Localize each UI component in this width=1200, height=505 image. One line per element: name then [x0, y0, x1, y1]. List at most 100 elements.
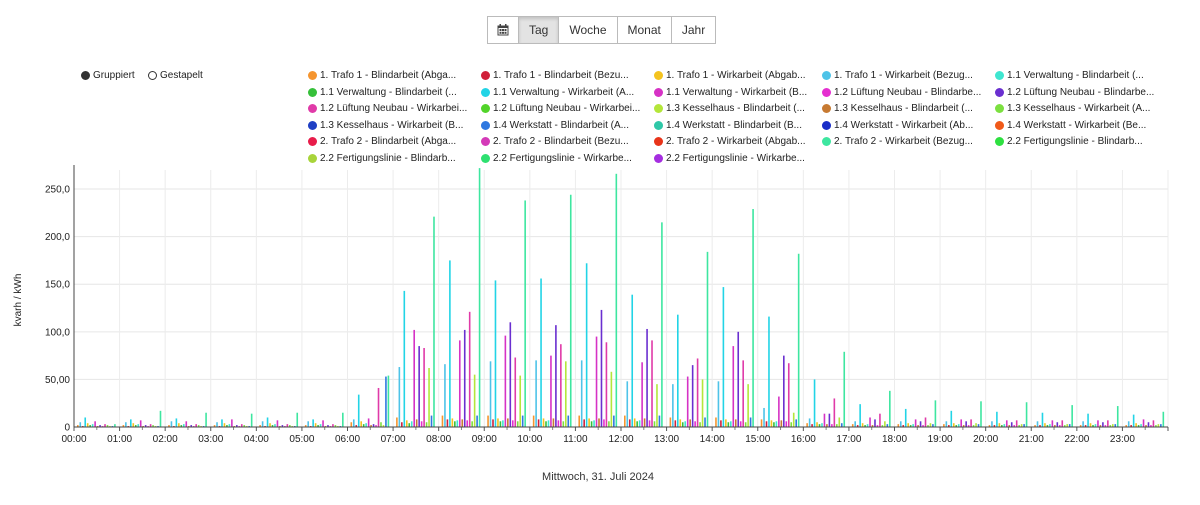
bar[interactable] — [864, 425, 866, 427]
bar[interactable] — [859, 404, 861, 427]
bar[interactable] — [717, 381, 720, 427]
bar[interactable] — [734, 419, 737, 427]
legend-item[interactable]: 2. Trafo 2 - Wirkarbeit (Bezug... — [822, 136, 973, 147]
bar[interactable] — [886, 424, 889, 427]
bar[interactable] — [398, 367, 401, 427]
bar[interactable] — [1044, 423, 1046, 427]
bar[interactable] — [420, 421, 423, 427]
bar[interactable] — [357, 394, 360, 427]
bar[interactable] — [468, 311, 471, 427]
bar[interactable] — [511, 420, 514, 427]
bar[interactable] — [132, 423, 135, 427]
bar[interactable] — [1054, 425, 1056, 427]
legend-item[interactable]: 2. Trafo 2 - Wirkarbeit (Abgab... — [654, 136, 806, 147]
bar[interactable] — [924, 417, 927, 427]
bar[interactable] — [542, 418, 545, 427]
bar[interactable] — [296, 412, 299, 427]
bar[interactable] — [261, 421, 264, 427]
bar[interactable] — [441, 415, 444, 427]
bar[interactable] — [408, 423, 411, 427]
bar[interactable] — [922, 425, 924, 427]
bar[interactable] — [792, 412, 795, 427]
bar[interactable] — [826, 424, 828, 427]
bar[interactable] — [403, 290, 406, 427]
bar[interactable] — [902, 425, 905, 427]
bar[interactable] — [99, 425, 101, 427]
bar[interactable] — [651, 340, 653, 427]
mode-stacked-radio[interactable]: Gestapelt — [148, 70, 203, 81]
bar[interactable] — [1066, 424, 1069, 427]
bar[interactable] — [706, 251, 709, 427]
bar[interactable] — [240, 424, 243, 427]
bar[interactable] — [775, 421, 778, 427]
bar[interactable] — [869, 417, 871, 427]
bar[interactable] — [180, 425, 183, 427]
bar[interactable] — [722, 287, 725, 427]
bar[interactable] — [1157, 424, 1160, 427]
bar[interactable] — [980, 401, 982, 427]
bar[interactable] — [499, 421, 502, 427]
bar[interactable] — [967, 425, 970, 427]
bar[interactable] — [943, 424, 945, 427]
bar[interactable] — [998, 423, 1001, 427]
bar[interactable] — [317, 425, 319, 427]
bar[interactable] — [183, 424, 185, 427]
bar[interactable] — [1018, 425, 1020, 427]
bar[interactable] — [226, 425, 228, 427]
legend-item[interactable]: 1.3 Kesselhaus - Blindarbeit (... — [654, 103, 805, 114]
legend-item[interactable]: 2.2 Fertigungslinie - Wirkarbe... — [481, 153, 632, 164]
bar[interactable] — [919, 421, 922, 427]
bar[interactable] — [152, 425, 154, 427]
bar[interactable] — [1010, 422, 1013, 427]
bar[interactable] — [377, 387, 380, 427]
bar[interactable] — [704, 417, 706, 427]
bar[interactable] — [1039, 425, 1041, 427]
bar[interactable] — [679, 419, 682, 427]
bar[interactable] — [401, 422, 403, 427]
bar[interactable] — [699, 422, 701, 427]
bar[interactable] — [1020, 424, 1023, 427]
bar[interactable] — [562, 421, 565, 427]
bar[interactable] — [730, 421, 732, 427]
bar[interactable] — [1034, 425, 1036, 427]
bar[interactable] — [917, 425, 919, 427]
bar[interactable] — [567, 415, 570, 427]
bar[interactable] — [1140, 424, 1142, 427]
legend-item[interactable]: 1.1 Verwaltung - Blindarbeit (... — [995, 70, 1144, 81]
bar[interactable] — [1068, 424, 1071, 427]
bar[interactable] — [636, 421, 638, 427]
bar[interactable] — [1116, 406, 1119, 427]
legend-item[interactable]: 1.2 Lüftung Neubau - Blindarbe... — [822, 87, 981, 98]
bar[interactable] — [509, 322, 512, 427]
bar[interactable] — [744, 422, 747, 427]
bar[interactable] — [580, 360, 583, 427]
bar[interactable] — [768, 316, 770, 427]
bar[interactable] — [672, 384, 674, 427]
bar[interactable] — [1036, 421, 1039, 427]
bar[interactable] — [590, 421, 593, 427]
bar[interactable] — [1051, 420, 1054, 427]
bar[interactable] — [428, 367, 430, 427]
bar[interactable] — [185, 421, 188, 427]
bar[interactable] — [367, 418, 370, 427]
bar[interactable] — [977, 424, 980, 427]
bar[interactable] — [190, 425, 193, 427]
bar[interactable] — [149, 424, 152, 427]
bar[interactable] — [387, 375, 390, 427]
bar[interactable] — [778, 396, 780, 427]
bar[interactable] — [569, 194, 572, 427]
bar[interactable] — [646, 328, 648, 427]
bar[interactable] — [286, 424, 289, 427]
bar[interactable] — [808, 418, 811, 427]
bar[interactable] — [1145, 425, 1147, 427]
bar[interactable] — [352, 419, 355, 427]
bar[interactable] — [444, 364, 446, 427]
bar[interactable] — [137, 424, 140, 427]
bar[interactable] — [451, 418, 454, 427]
bar[interactable] — [962, 425, 965, 427]
bar[interactable] — [720, 420, 722, 427]
bar[interactable] — [423, 347, 425, 427]
bar[interactable] — [380, 422, 382, 427]
bar[interactable] — [552, 418, 555, 427]
bar[interactable] — [605, 342, 608, 427]
